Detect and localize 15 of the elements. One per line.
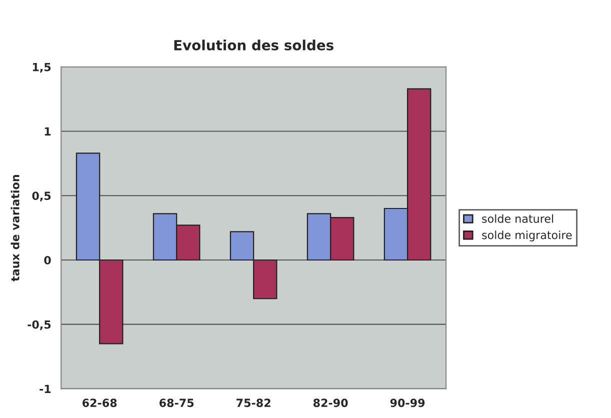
- chart-title: Evolution des soldes: [174, 40, 334, 50]
- y-axis-title: taux de variation: [10, 175, 20, 282]
- y-tick-label: 1,5: [32, 63, 51, 73]
- x-tick-label: 90-99: [390, 398, 425, 408]
- x-tick-label: 68-75: [160, 398, 194, 408]
- y-tick-label: 1: [44, 127, 51, 136]
- y-tick-label: 0,5: [32, 192, 51, 202]
- y-tick-label: -1: [40, 384, 51, 393]
- legend-label: solde migratoire: [482, 230, 572, 242]
- x-tick-label: 82-90: [313, 398, 348, 408]
- legend-label: solde naturel: [482, 214, 554, 223]
- y-tick-label: 0: [44, 256, 51, 264]
- x-tick-label: 75-82: [236, 398, 270, 408]
- x-tick-label: 62-68: [82, 398, 117, 408]
- y-tick-label: -0,5: [28, 320, 51, 330]
